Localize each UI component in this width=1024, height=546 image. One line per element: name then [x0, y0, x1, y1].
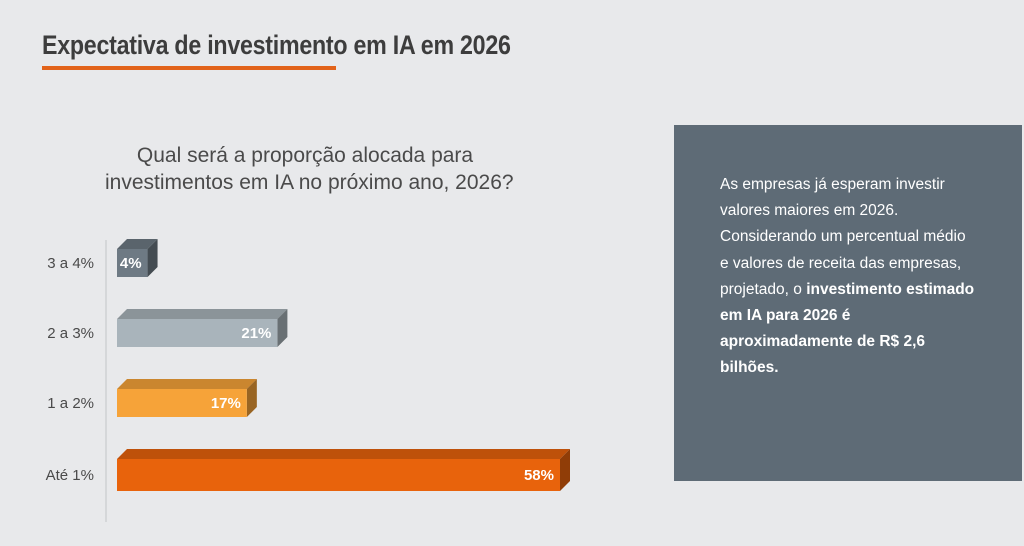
question-line-1: Qual será a proporção alocada para [136, 144, 474, 167]
bar [117, 459, 560, 491]
category-label: 1 a 2% [47, 395, 94, 412]
bar [117, 389, 247, 417]
bar-side [560, 449, 570, 491]
bar-top [117, 309, 288, 319]
info-text-bold: investimento estimado em IA para 2026 é … [720, 280, 975, 377]
category-label: Até 1% [46, 467, 94, 484]
data-label: 17% [211, 395, 241, 412]
bar-top [117, 379, 257, 389]
info-text-normal: As empresas já esperam investir valores … [720, 176, 966, 298]
data-label: 4% [120, 255, 142, 272]
data-label: 21% [241, 325, 271, 342]
info-panel: As empresas já esperam investir valores … [674, 125, 1022, 481]
bar-top [117, 239, 158, 249]
info-text: As empresas já esperam investir valores … [720, 172, 976, 382]
bar [117, 319, 278, 347]
question-line-2: investimentos em IA no próximo ano, 2026… [105, 171, 514, 194]
bar [117, 249, 148, 277]
bar-side [246, 379, 257, 417]
data-label: 58% [524, 467, 554, 484]
bar-side [147, 239, 158, 277]
bar-top [117, 449, 570, 459]
title-underline [42, 66, 336, 70]
bar-chart: 4% 3 a 4% 21% 2 a 3% 17% 1 a 2% 58% Até 1% [46, 239, 570, 522]
chart-question: Qual será a proporção alocada para inves… [105, 142, 514, 196]
category-label: 3 a 4% [47, 255, 94, 272]
category-label: 2 a 3% [47, 325, 94, 342]
page-title: Expectativa de investimento em IA em 202… [42, 30, 511, 60]
bar-side [277, 309, 288, 347]
